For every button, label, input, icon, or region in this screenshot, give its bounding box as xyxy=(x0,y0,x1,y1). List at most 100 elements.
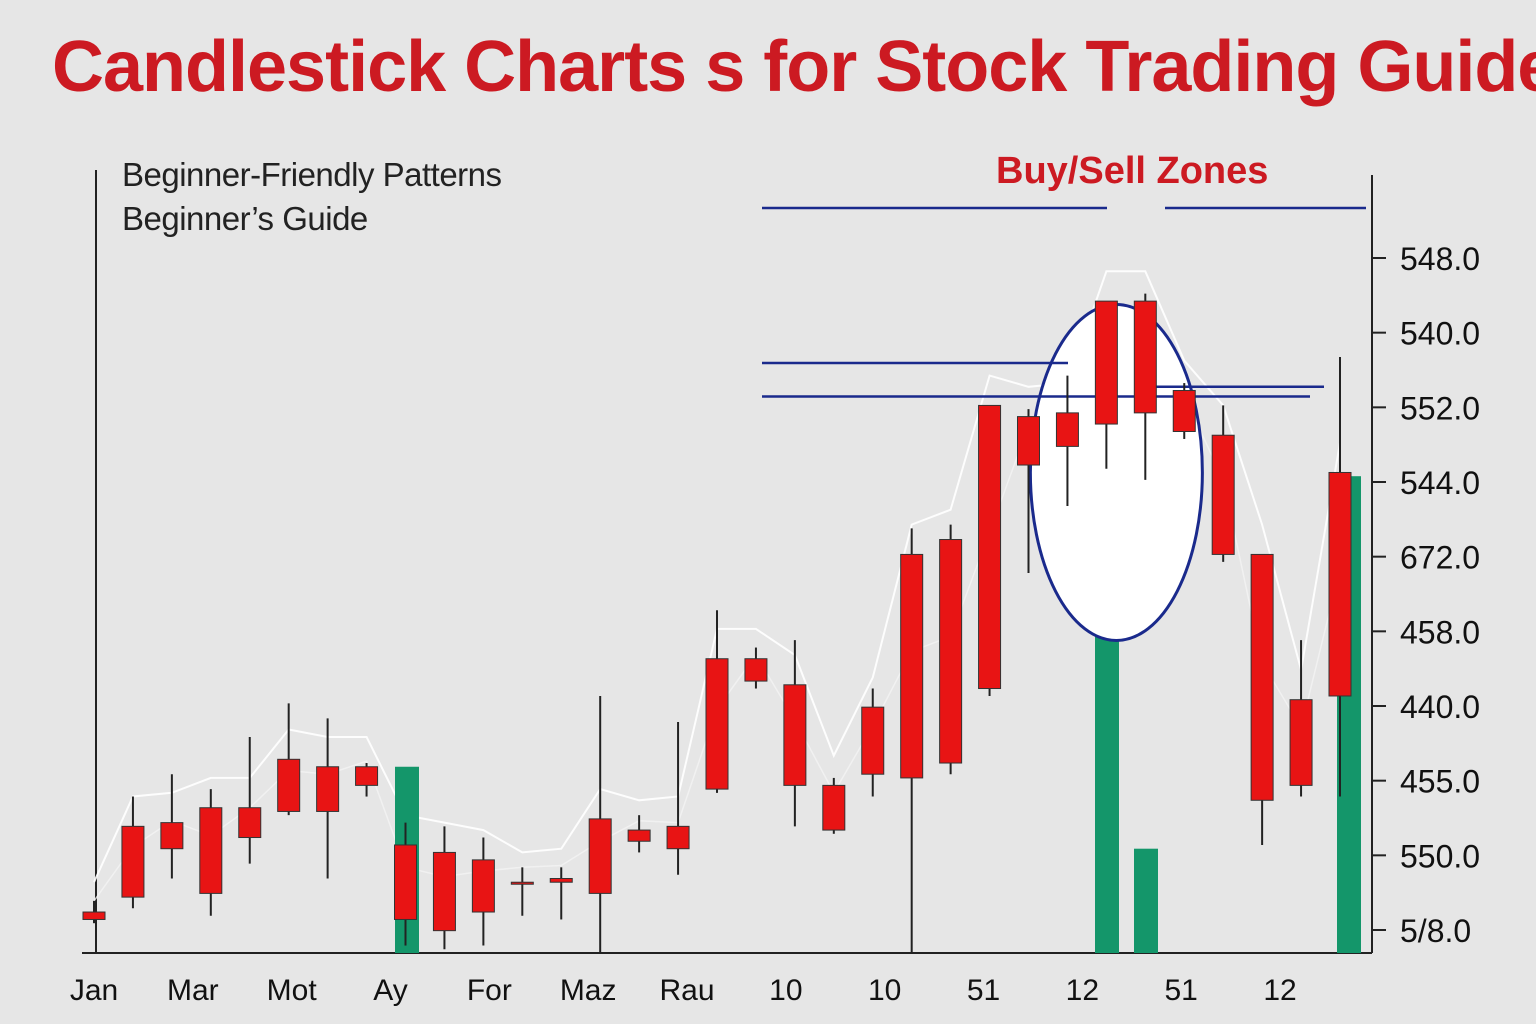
x-tick-label: 12 xyxy=(1066,974,1099,1007)
candle-body-red xyxy=(627,829,651,842)
candle xyxy=(822,777,846,834)
candle-body-red xyxy=(1017,416,1040,466)
candle-body-red xyxy=(238,807,262,839)
candle-body-red xyxy=(199,807,223,894)
candle-body-red xyxy=(1289,699,1313,786)
x-tick-label: Maz xyxy=(560,974,617,1007)
candle xyxy=(82,900,106,924)
subtitle-guide: Beginner’s Guide xyxy=(122,200,368,237)
candle xyxy=(316,718,340,879)
candle-body-red xyxy=(822,784,846,831)
y-tick-label: 5/8.0 xyxy=(1400,913,1471,949)
candle xyxy=(277,703,301,816)
candle-body-red xyxy=(277,758,301,812)
candle-body-red xyxy=(432,851,456,932)
candle-body-red xyxy=(900,553,924,779)
candle xyxy=(1172,383,1196,439)
x-tick-label: Jan xyxy=(70,974,118,1007)
y-tick-label: 458.0 xyxy=(1400,614,1480,650)
buy-sell-zone xyxy=(762,206,1366,642)
candle xyxy=(744,647,768,689)
candle xyxy=(705,610,729,793)
x-tick-label: Rau xyxy=(659,974,714,1007)
candle xyxy=(355,763,379,797)
x-tick-label: 10 xyxy=(868,974,901,1007)
y-tick-label: 544.0 xyxy=(1400,465,1480,501)
candle xyxy=(432,826,456,950)
candle xyxy=(394,822,417,946)
candle-body-red xyxy=(978,404,1002,690)
candle-body-red xyxy=(121,825,145,898)
candle xyxy=(1328,357,1352,797)
y-tick-label: 455.0 xyxy=(1400,764,1480,800)
x-tick-label: 51 xyxy=(1164,974,1197,1007)
candle xyxy=(783,640,807,827)
candle xyxy=(121,796,145,909)
candle-body-red xyxy=(666,825,690,850)
candle-body-red xyxy=(1055,412,1079,447)
candle-body-red xyxy=(939,539,963,764)
candle-body-red xyxy=(355,766,379,786)
x-tick-label: 12 xyxy=(1263,974,1296,1007)
candle-body-red xyxy=(471,859,495,913)
candle-body-red xyxy=(783,684,807,786)
candle-body-red xyxy=(1250,553,1274,801)
candle-body-red xyxy=(861,706,885,775)
y-tick-label: 672.0 xyxy=(1400,540,1480,576)
y-tick-label: 548.0 xyxy=(1400,241,1480,277)
candle-body-red xyxy=(394,844,417,920)
candle xyxy=(1211,405,1235,562)
candle xyxy=(861,688,885,797)
subtitle-patterns: Beginner-Friendly Patterns xyxy=(122,156,502,193)
x-tick-label: 10 xyxy=(769,974,802,1007)
candle xyxy=(1133,293,1157,480)
candle-body-red xyxy=(1211,434,1235,555)
candle-body-red xyxy=(510,881,534,885)
candle xyxy=(900,528,924,953)
y-tick-label: 440.0 xyxy=(1400,689,1480,725)
candle-body-red xyxy=(160,822,184,850)
candle xyxy=(471,837,495,946)
candle-body-red xyxy=(82,911,106,920)
candle xyxy=(238,736,262,864)
candle xyxy=(978,404,1002,696)
candle xyxy=(1094,300,1118,469)
x-tick-label: 51 xyxy=(967,974,1000,1007)
candle-body-red xyxy=(316,766,340,812)
candle xyxy=(1055,375,1079,506)
x-tick-label: Ay xyxy=(373,974,407,1007)
x-tick-label: Mar xyxy=(167,974,219,1007)
candle-body-red xyxy=(1094,300,1118,425)
y-tick-label: 552.0 xyxy=(1400,390,1480,426)
candle xyxy=(1289,640,1313,797)
candle-body-red xyxy=(705,658,729,790)
candle-body-red xyxy=(588,818,612,894)
candle xyxy=(1250,553,1274,845)
candle-body-red xyxy=(1133,300,1157,414)
volume-bar xyxy=(1134,848,1158,953)
chart-title: Candlestick Charts s for Stock Trading G… xyxy=(52,27,1536,107)
candle xyxy=(588,695,612,953)
candles xyxy=(82,293,1352,953)
candle xyxy=(627,815,651,853)
x-tick-label: For xyxy=(467,974,512,1007)
buy-sell-zones-label: Buy/Sell Zones xyxy=(996,150,1269,192)
candle xyxy=(549,867,573,920)
candle xyxy=(160,774,184,879)
candle xyxy=(1017,409,1040,574)
candle-body-red xyxy=(1172,390,1196,432)
x-tick-label: Mot xyxy=(267,974,318,1007)
candle xyxy=(199,789,223,916)
x-axis-ticks: Jan Mar Mot Ay For Maz Rau 10 10 51 12 51 12 xyxy=(70,974,1297,1007)
candle xyxy=(510,867,534,916)
y-axis-ticks: 548.0 540.0 552.0 544.0 672.0 458.0 440.0 455.0… xyxy=(1372,241,1480,949)
candle-body-red xyxy=(1328,471,1352,697)
volume-bar xyxy=(1095,595,1119,953)
candle xyxy=(666,722,690,875)
candle xyxy=(939,524,963,775)
y-tick-label: 550.0 xyxy=(1400,838,1480,874)
y-tick-label: 540.0 xyxy=(1400,316,1480,352)
candle-body-red xyxy=(744,658,768,682)
candle-body-red xyxy=(549,878,573,883)
